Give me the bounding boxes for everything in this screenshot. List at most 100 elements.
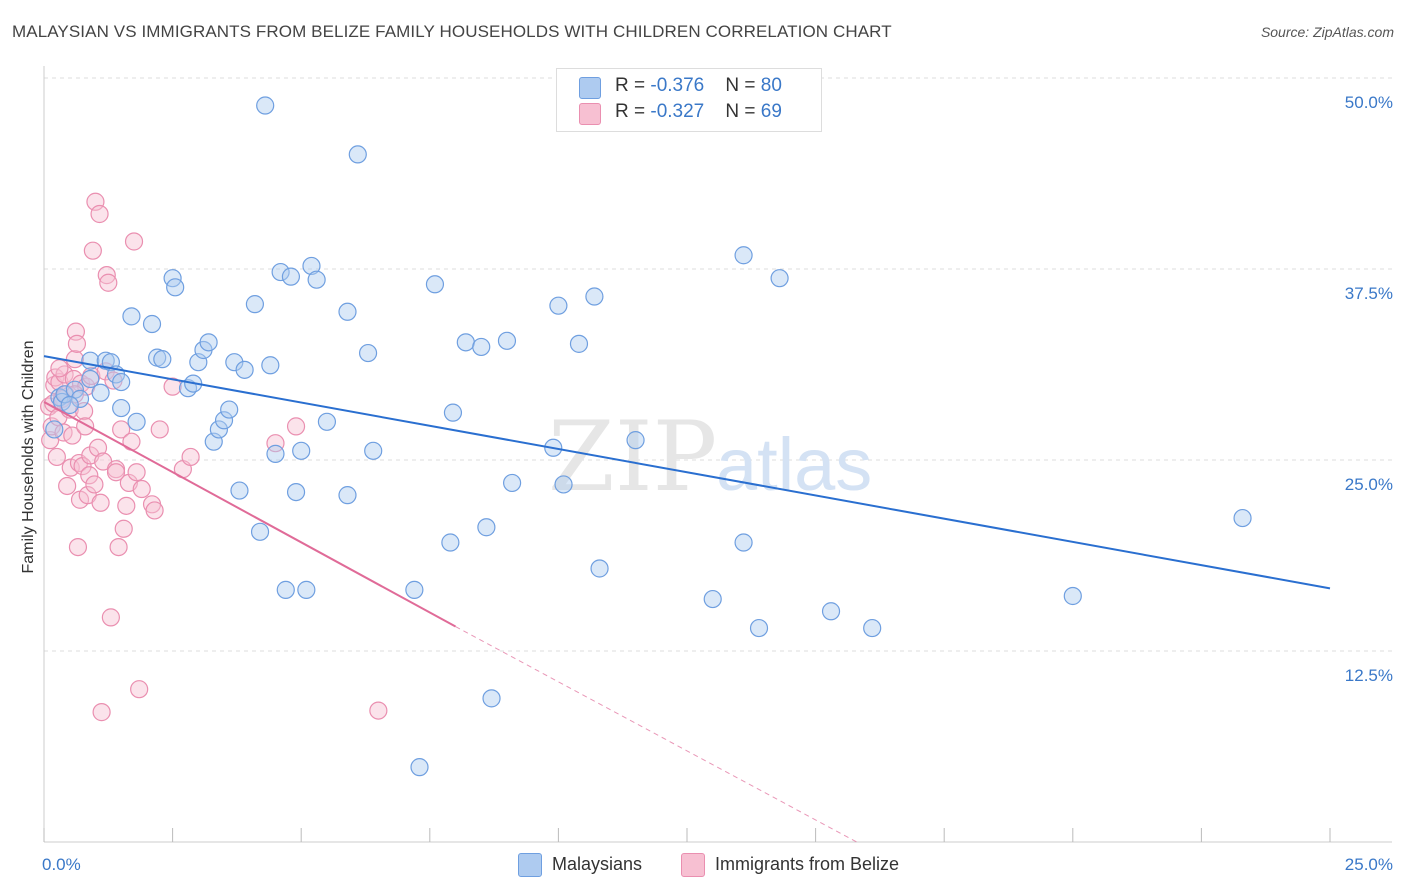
malaysians-point [286, 482, 306, 502]
malaysians-point [81, 369, 100, 389]
belize-point [67, 334, 87, 353]
legend-swatch-malaysians [579, 77, 601, 99]
malaysians-point [266, 444, 285, 463]
belize-point [286, 417, 306, 436]
belize-point [42, 417, 61, 436]
chart-title: MALAYSIAN VS IMMIGRANTS FROM BELIZE FAMI… [12, 22, 892, 41]
malaysians-point [122, 307, 141, 326]
malaysians-point [441, 533, 460, 552]
malaysians-point [271, 262, 290, 282]
belize-point [122, 432, 141, 451]
legend-r-value: -0.327 [650, 101, 705, 122]
malaysians-point [199, 333, 218, 352]
legend-swatch-belize [579, 103, 601, 125]
malaysians-point [410, 758, 429, 777]
belize-point [99, 273, 118, 292]
malaysians-point [703, 589, 722, 609]
tick-labels: 12.5% 25.0% 37.5% 50.0% 0.0% 25.0% [42, 93, 1393, 874]
malaysians-point [235, 360, 254, 379]
malaysians-point [112, 398, 131, 418]
series-malaysians-points [45, 96, 1252, 777]
belize-point [150, 420, 169, 439]
malaysians-point [626, 431, 645, 450]
malaysians-point [863, 618, 882, 638]
malaysians-point [302, 256, 321, 276]
malaysians-point [214, 411, 234, 430]
belize-point [112, 420, 131, 439]
malaysians-point [569, 334, 589, 353]
belize-point [369, 701, 388, 720]
y-tick-label: 12.5% [1345, 666, 1393, 685]
belize-point [58, 476, 77, 496]
malaysians-point [250, 522, 270, 541]
legend-r-label: R = [615, 75, 651, 96]
malaysians-point [338, 486, 357, 505]
x-tick-label: 0.0% [42, 855, 81, 874]
malaysians-point [1063, 586, 1082, 606]
belize-point [163, 377, 182, 396]
belize-point [92, 703, 111, 722]
bottom-legend-label: Malaysians [552, 854, 643, 874]
belize-point [109, 537, 128, 557]
malaysians-point [590, 559, 609, 578]
malaysians-point [734, 533, 753, 552]
malaysians-point [497, 331, 517, 350]
malaysians-point [81, 351, 100, 370]
axes [43, 66, 1392, 843]
malaysians-point [482, 689, 501, 708]
y-tick-label: 25.0% [1345, 475, 1393, 494]
malaysians-point [153, 350, 172, 369]
malaysians-point [60, 395, 79, 415]
correlation-legend: R = -0.376 N = 80 R = -0.327 N = 69 [556, 68, 822, 132]
malaysians-point [821, 602, 841, 621]
belize-point [85, 475, 104, 494]
belize-point [65, 350, 84, 369]
malaysians-point [261, 356, 280, 375]
malaysians-point [230, 481, 249, 500]
belize-trend-extension [455, 626, 857, 843]
legend-n-value: 80 [760, 75, 782, 96]
belize-point [80, 466, 99, 485]
malaysians-point [443, 403, 463, 422]
malaysians-trend-line [43, 355, 1331, 590]
malaysians-point [338, 302, 357, 321]
belize-point [106, 463, 126, 482]
legend-n-value: 69 [760, 101, 782, 122]
y-axis-label: Family Households with Children [20, 341, 37, 574]
malaysians-point [91, 383, 110, 402]
malaysians-point [585, 287, 604, 306]
malaysians-point [209, 420, 228, 439]
belize-point [114, 519, 133, 538]
malaysians-point [477, 518, 496, 537]
belize-point [101, 608, 120, 627]
malaysians-point [112, 372, 131, 392]
malaysians-point [456, 333, 475, 352]
x-tick-label: 25.0% [1345, 855, 1393, 874]
malaysians-point [554, 475, 573, 494]
malaysians-point [142, 314, 162, 334]
belize-point [117, 496, 136, 515]
trend-lines [43, 355, 1331, 843]
malaysians-point [70, 389, 90, 408]
belize-point [132, 479, 151, 499]
legend-r-value: -0.376 [650, 75, 705, 96]
malaysians-point [245, 295, 265, 314]
malaysians-point [425, 275, 445, 294]
belize-point [63, 426, 82, 445]
belize-point [266, 434, 285, 453]
legend-n-label: N = [725, 101, 761, 122]
belize-point [68, 537, 88, 557]
malaysians-point [127, 412, 146, 431]
malaysians-point [307, 270, 326, 289]
malaysians-point [256, 96, 275, 115]
y-tick-label: 50.0% [1345, 93, 1393, 112]
belize-point [97, 266, 116, 285]
malaysians-point [225, 353, 244, 372]
malaysians-point [472, 337, 491, 357]
malaysians-point [364, 441, 383, 460]
malaysians-point [292, 441, 311, 460]
series-belize-points [40, 192, 388, 722]
belize-point [127, 463, 146, 482]
watermark-atlas: atlas [716, 423, 872, 506]
